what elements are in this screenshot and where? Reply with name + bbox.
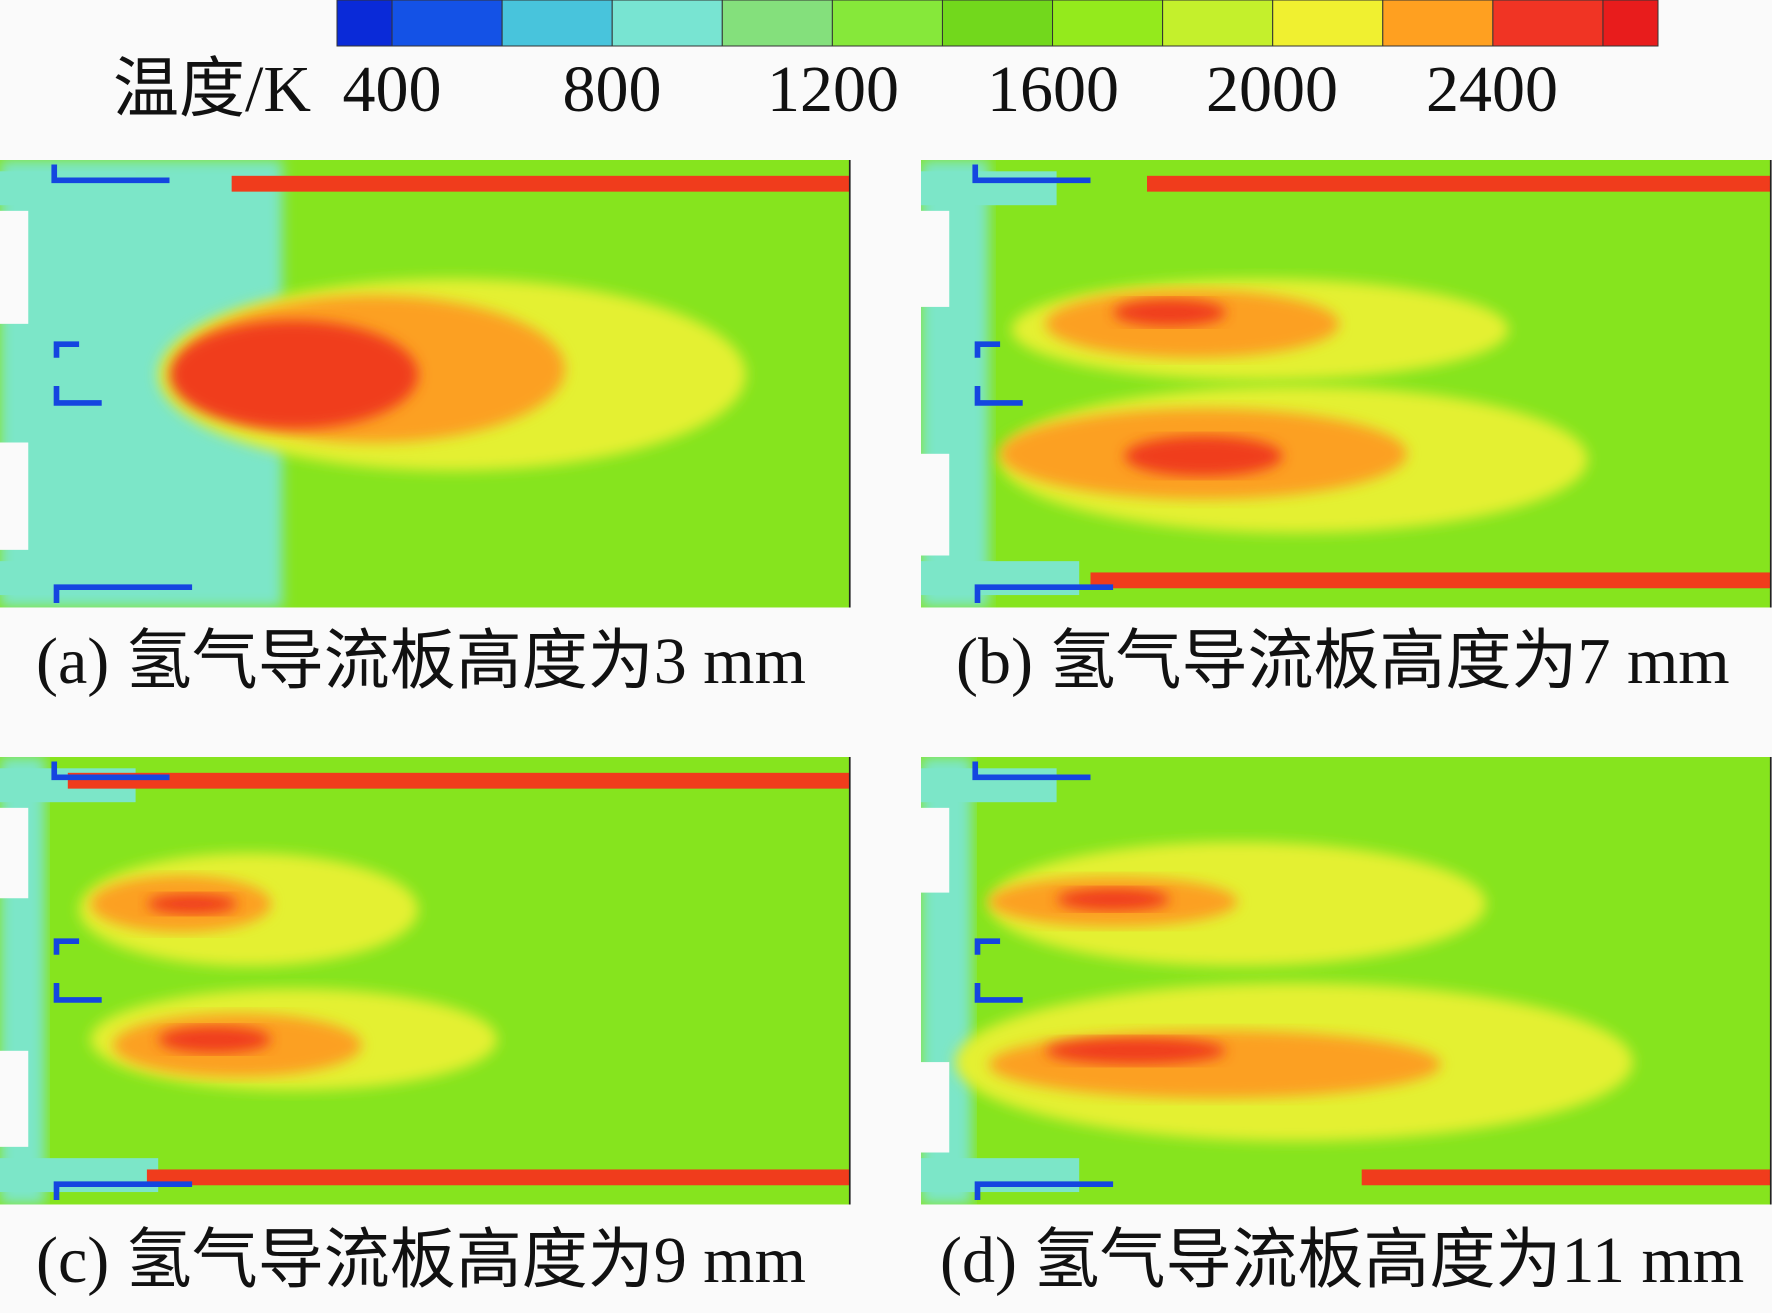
baffle (974, 385, 1023, 406)
panel-caption: (d) 氢气导流板高度为11 mm (940, 1224, 1744, 1297)
baffle (974, 938, 1001, 955)
baffle (972, 761, 1091, 781)
baffle (51, 164, 170, 184)
colorbar-swatch (1162, 0, 1274, 47)
panels (0, 160, 1772, 1205)
baffle (53, 341, 80, 358)
field (0, 160, 850, 608)
baffle (974, 341, 1001, 358)
field (921, 160, 1771, 608)
baffle (53, 1181, 193, 1200)
field (921, 757, 1771, 1205)
inlet-gap (921, 210, 950, 307)
wall-hot (231, 175, 850, 192)
inlet-gap (0, 1050, 29, 1147)
contour-panel (921, 160, 1772, 608)
hot-zone (146, 893, 238, 915)
hot-zone (988, 1030, 1441, 1099)
baffle (974, 982, 1023, 1003)
hot-zone (169, 320, 419, 429)
colorbar (336, 0, 1659, 47)
inlet-band (0, 171, 136, 206)
panel-caption: (a) 氢气导流板高度为3 mm (36, 625, 806, 698)
contour-panel (0, 160, 851, 608)
inlet-band (921, 1158, 1080, 1193)
colorbar-swatch (336, 0, 393, 47)
wall-hot (146, 1169, 850, 1186)
contour-panel (0, 757, 851, 1205)
baffle (53, 385, 102, 406)
inlet-gap (921, 807, 950, 893)
inlet-gap (0, 210, 29, 324)
colorbar-swatch (831, 0, 943, 47)
colorbar-tick-label: 1600 (987, 53, 1119, 126)
hot-zone (988, 841, 1486, 967)
colorbar-tick-label: 1200 (767, 53, 899, 126)
field (0, 757, 850, 1205)
colorbar-swatch (1602, 0, 1659, 47)
colorbar-swatch (1272, 0, 1384, 47)
inlet-gap (921, 1062, 950, 1153)
colorbar-swatch (391, 0, 503, 47)
colorbar-tick-label: 2000 (1206, 53, 1338, 126)
baffle (53, 938, 80, 955)
panel-caption: (c) 氢气导流板高度为9 mm (36, 1224, 806, 1297)
hot-zone (1056, 888, 1170, 911)
inlet-gap (921, 453, 950, 556)
colorbar-swatch (941, 0, 1054, 47)
baffle (51, 761, 170, 781)
wall-hot (1090, 572, 1771, 589)
colorbar-tick-label: 400 (343, 53, 442, 126)
baffle (974, 584, 1114, 603)
panel-caption: (b) 氢气导流板高度为7 mm (956, 625, 1730, 698)
baffle (53, 584, 193, 603)
wall-hot (67, 772, 850, 789)
hot-zone (1045, 1037, 1227, 1065)
colorbar-swatch (1052, 0, 1164, 47)
baffle (972, 164, 1091, 184)
hot-zone (1124, 435, 1283, 477)
colorbar-swatch (611, 0, 723, 47)
colorbar-swatch (501, 0, 613, 47)
colorbar-label: 温度/K (113, 53, 311, 126)
inlet-band (921, 768, 1057, 803)
inlet-band (0, 1158, 159, 1193)
inlet-gap (0, 807, 29, 899)
colorbar-swatch (1492, 0, 1604, 47)
colorbar-tick-label: 800 (563, 53, 662, 126)
wall-hot (1147, 175, 1771, 192)
colorbar-swatch (721, 0, 833, 47)
colorbar-swatch (1382, 0, 1494, 47)
wall-hot (1361, 1169, 1771, 1186)
colorbar-tick-label: 2400 (1426, 53, 1558, 126)
contour-panel (921, 757, 1772, 1205)
inlet-band (921, 171, 1057, 206)
inlet-gap (0, 442, 29, 550)
baffle (53, 982, 102, 1003)
hot-zone (1113, 298, 1227, 327)
baffle (974, 1181, 1114, 1200)
field-bg (921, 160, 1771, 608)
hot-zone (158, 1025, 272, 1054)
field-bg (0, 757, 850, 1205)
